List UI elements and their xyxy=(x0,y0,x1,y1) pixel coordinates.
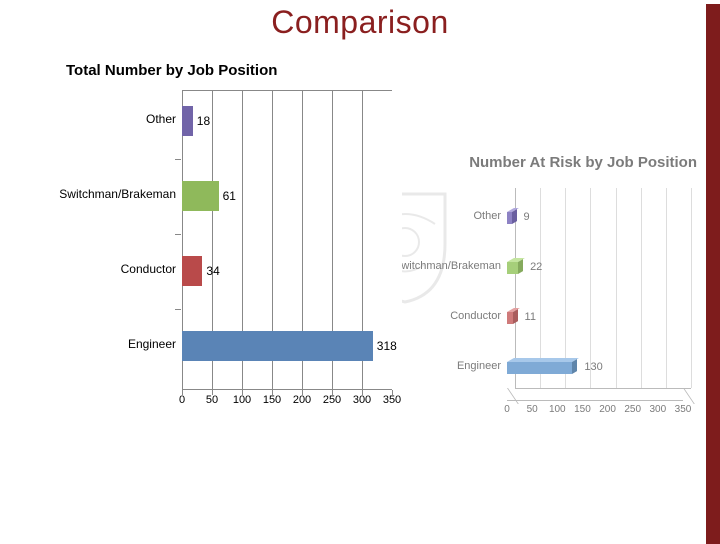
chart2-bar-value: 130 xyxy=(584,361,602,373)
chart1-bar-value: 18 xyxy=(197,114,210,128)
chart2-gridline xyxy=(616,188,617,388)
chart1-x-label: 100 xyxy=(233,394,251,406)
chart1-y-tick xyxy=(175,309,181,310)
chart2-gridline xyxy=(590,188,591,388)
chart2-x-label: 300 xyxy=(650,404,667,415)
chart2-gridline xyxy=(666,188,667,388)
chart2-x-label: 0 xyxy=(504,404,510,415)
chart1-y-tick xyxy=(175,159,181,160)
chart1-x-label: 50 xyxy=(206,394,218,406)
chart1-bar xyxy=(182,331,373,361)
chart1-x-label: 150 xyxy=(263,394,281,406)
chart2-title: Number At Risk by Job Position xyxy=(469,154,697,171)
page-title: Comparison xyxy=(0,4,720,41)
chart2-gridline xyxy=(641,188,642,388)
chart2-x-label: 150 xyxy=(574,404,591,415)
chart2-bar xyxy=(507,262,518,274)
chart2-bar-value: 22 xyxy=(530,261,542,273)
chart2-floor-diag xyxy=(507,388,519,404)
chart1-y-label: Other xyxy=(16,112,176,126)
chart1-title: Total Number by Job Position xyxy=(66,62,402,79)
chart2-floor-front xyxy=(507,400,683,401)
chart1-bar-value: 318 xyxy=(377,339,397,353)
chart2-gridline xyxy=(691,188,692,388)
chart2-bar-value: 9 xyxy=(524,211,530,223)
chart1-x-label: 200 xyxy=(293,394,311,406)
chart2-bar xyxy=(507,312,513,324)
chart-total-number: Total Number by Job Position 0 50 100 150 20… xyxy=(12,62,402,432)
chart1-x-label: 300 xyxy=(353,394,371,406)
chart1-x-label: 350 xyxy=(383,394,401,406)
chart2-bar xyxy=(507,212,512,224)
chart1-y-label: Switchman/Brakeman xyxy=(16,187,176,201)
chart2-x-label: 250 xyxy=(624,404,641,415)
chart1-bar xyxy=(182,106,193,136)
chart1-bar-value: 61 xyxy=(223,189,236,203)
chart1-y-label: Engineer xyxy=(16,337,176,351)
chart2-bar-side xyxy=(572,359,577,374)
chart1-x-label: 250 xyxy=(323,394,341,406)
chart1-y-label: Conductor xyxy=(16,262,176,276)
chart2-x-label: 200 xyxy=(599,404,616,415)
chart1-bar xyxy=(182,181,219,211)
accent-bar xyxy=(706,4,720,544)
chart1-bar xyxy=(182,256,202,286)
chart2-floor-back xyxy=(515,388,691,389)
chart1-x-label: 0 xyxy=(179,394,185,406)
chart2-bar-side xyxy=(513,309,518,324)
chart2-bar-side xyxy=(518,259,523,274)
chart1-bar-value: 34 xyxy=(206,264,219,278)
chart2-bar xyxy=(507,362,572,374)
chart2-x-label: 50 xyxy=(527,404,538,415)
chart2-x-label: 100 xyxy=(549,404,566,415)
chart2-bar-value: 11 xyxy=(525,311,536,323)
chart2-x-label: 350 xyxy=(675,404,692,415)
chart1-y-tick xyxy=(175,234,181,235)
chart2-floor-diag xyxy=(683,388,695,404)
chart2-bar-side xyxy=(512,209,517,224)
